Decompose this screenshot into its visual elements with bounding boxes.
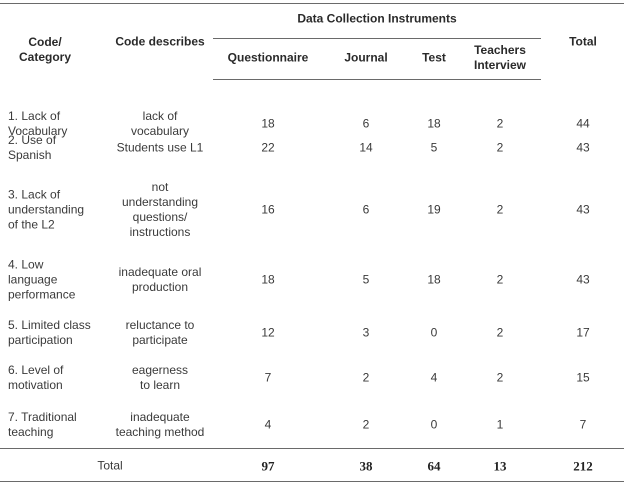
row-questionnaire: 22	[261, 140, 275, 155]
header-total: Total	[569, 34, 597, 49]
row-total: 43	[576, 140, 590, 155]
row-journal: 3	[362, 325, 370, 340]
row-test: 19	[427, 202, 441, 217]
row-test: 0	[430, 417, 438, 432]
row-describes: inadequate teaching method	[115, 410, 205, 439]
row-questionnaire: 16	[261, 202, 275, 217]
header-code-category: Code/ Category	[18, 35, 71, 64]
row-describes: inadequate oral production	[118, 265, 202, 294]
row-test: 4	[430, 370, 438, 385]
row-interview: 2	[496, 202, 504, 217]
row-total: 15	[576, 370, 590, 385]
row-test: 5	[430, 140, 438, 155]
header-test: Test	[422, 50, 446, 65]
row-journal: 6	[362, 116, 370, 131]
row-test: 18	[427, 272, 441, 287]
total-journal: 38	[359, 458, 373, 474]
top-rule	[0, 3, 624, 4]
row-describes: not understanding questions/ instruction…	[121, 180, 199, 239]
total-label: Total	[97, 458, 123, 473]
row-questionnaire: 18	[261, 272, 275, 287]
bottom-rule	[0, 481, 624, 482]
subheader-rule	[213, 79, 541, 80]
total-test: 64	[427, 458, 441, 474]
row-journal: 2	[362, 370, 370, 385]
row-category: 5. Limited class participation	[8, 318, 91, 347]
row-category: 6. Level of motivation	[8, 363, 64, 392]
row-interview: 2	[496, 370, 504, 385]
total-questionnaire: 97	[261, 458, 275, 474]
header-code-describes: Code describes	[115, 34, 205, 49]
row-interview: 2	[496, 325, 504, 340]
row-interview: 2	[496, 140, 504, 155]
header-teachers-interview: Teachers Interview	[473, 43, 527, 72]
row-category: 1. Lack of Vocabulary	[8, 109, 68, 138]
row-journal: 5	[362, 272, 370, 287]
row-journal: 14	[359, 140, 373, 155]
row-describes: reluctance to participate	[125, 318, 195, 347]
row-total: 17	[576, 325, 590, 340]
total-total: 212	[573, 458, 593, 474]
header-journal: Journal	[344, 50, 388, 65]
row-interview: 2	[496, 116, 504, 131]
row-questionnaire: 12	[261, 325, 275, 340]
row-category: 3. Lack of understanding of the L2	[8, 187, 85, 232]
row-category: 2. Use of Spanish	[8, 133, 57, 162]
header-data-collection-instruments: Data Collection Instruments	[297, 11, 457, 26]
row-total: 43	[576, 202, 590, 217]
row-category: 7. Traditional teaching	[8, 410, 77, 439]
row-test: 0	[430, 325, 438, 340]
group-rule	[213, 38, 541, 39]
row-test: 18	[427, 116, 441, 131]
row-journal: 2	[362, 417, 370, 432]
row-describes: eagerness to learn	[131, 363, 189, 392]
row-interview: 2	[496, 272, 504, 287]
row-describes: Students use L1	[116, 140, 204, 155]
row-category: 4. Low language performance	[8, 257, 76, 302]
header-questionnaire: Questionnaire	[227, 50, 309, 65]
total-rule	[0, 448, 624, 449]
row-journal: 6	[362, 202, 370, 217]
row-questionnaire: 7	[264, 370, 272, 385]
total-interview: 13	[493, 458, 507, 474]
row-questionnaire: 4	[264, 417, 272, 432]
row-total: 44	[576, 116, 590, 131]
row-total: 7	[579, 417, 587, 432]
row-questionnaire: 18	[261, 116, 275, 131]
row-total: 43	[576, 272, 590, 287]
row-describes: lack of vocabulary	[130, 109, 190, 138]
row-interview: 1	[496, 417, 504, 432]
